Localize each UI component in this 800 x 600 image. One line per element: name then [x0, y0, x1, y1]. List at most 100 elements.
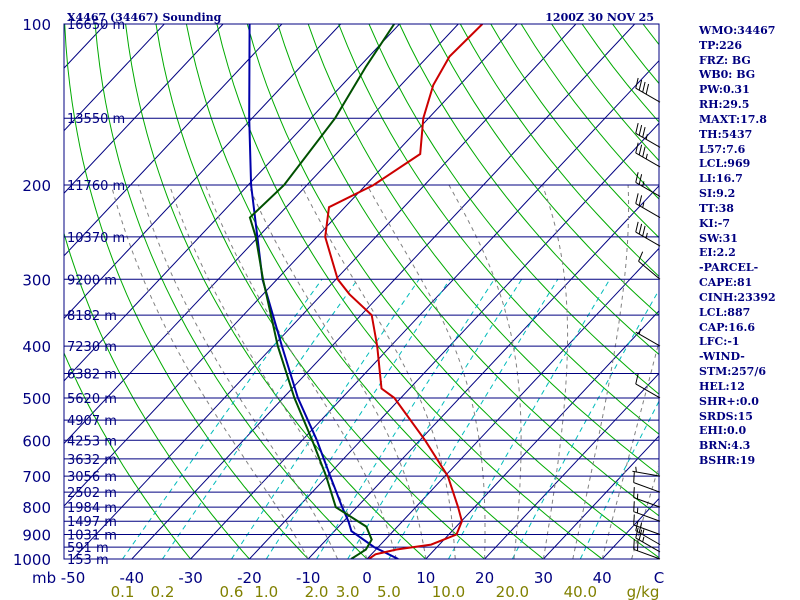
stats-panel: WMO:34467 TP:226 FRZ: BG WB0: BG PW:0.31 RH:2… — [699, 24, 776, 469]
height-label: 6382 m — [67, 367, 117, 382]
wind-barb-shaft — [635, 231, 661, 247]
mixing-ratio-tick-label: 40.0 — [564, 583, 597, 600]
temperature-tick-label: -40 — [120, 569, 145, 587]
wind-barb-feather — [633, 501, 635, 512]
wind-barb — [635, 172, 661, 197]
wind-barb-shaft — [635, 152, 661, 168]
wind-barb-feather — [635, 142, 639, 154]
isotherm-line — [72, 24, 577, 559]
isotherm-line — [64, 24, 283, 257]
wind-barb-shaft — [632, 470, 661, 477]
wind-barb-shaft — [635, 530, 661, 546]
wind-barb-shaft — [633, 511, 661, 522]
wind-barb-feather — [645, 153, 648, 160]
wind-barb — [635, 328, 661, 347]
mixing-ratio-unit-label: g/kg — [627, 583, 660, 600]
mixing-ratio-tick-label: 2.0 — [305, 583, 329, 600]
mixing-ratio-tick-label: 3.0 — [336, 583, 360, 600]
wind-barb-feather — [642, 225, 646, 237]
stat-item: CINH:23392 — [699, 290, 776, 304]
height-label: 3632 m — [67, 453, 117, 468]
isotherm-line — [64, 24, 400, 382]
wind-barb — [633, 487, 661, 508]
stat-item: SW:31 — [699, 231, 738, 245]
height-label: 10370 m — [67, 231, 125, 246]
wind-barb-feather — [638, 251, 644, 262]
chart-title: X4467 (34467) Sounding — [67, 11, 222, 24]
wind-barb — [635, 221, 661, 247]
stat-item: STM:257/6 — [699, 365, 766, 379]
isotherm-line — [64, 24, 165, 132]
isotherm-line — [190, 59, 659, 559]
height-label: 8182 m — [67, 309, 117, 324]
stat-item: EHI:0.0 — [699, 424, 747, 438]
moist-adiabat-line — [448, 184, 522, 559]
wind-barb-feather — [645, 134, 648, 140]
wind-barb-feather — [642, 146, 646, 158]
pressure-unit-label: mb — [32, 569, 56, 587]
wind-barb-feather — [638, 195, 643, 206]
pressure-tick-label: 300 — [22, 271, 51, 289]
pressure-tick-label: 1000 — [13, 551, 51, 569]
wind-barb-feather — [635, 193, 639, 204]
stat-item: -PARCEL- — [699, 261, 759, 275]
parcel-trace — [248, 24, 399, 559]
wind-barb-shaft — [635, 132, 661, 148]
moist-adiabat-line — [110, 184, 309, 559]
wind-barb — [635, 520, 661, 546]
stat-item: CAPE:81 — [699, 276, 753, 290]
wind-barb-shaft — [635, 331, 661, 347]
stat-item: PW:0.31 — [699, 83, 750, 97]
wind-barb — [635, 373, 661, 399]
stat-item: LCL:887 — [699, 305, 751, 319]
height-label: 1031 m — [67, 529, 117, 544]
wind-barb-feather — [638, 174, 643, 185]
height-label: 2502 m — [67, 486, 117, 501]
stat-item: TT:38 — [699, 201, 734, 215]
isotherm-line — [64, 24, 459, 445]
wind-barb — [635, 77, 661, 103]
dry-adiabat-line — [246, 24, 659, 559]
pressure-tick-label: 700 — [22, 468, 51, 486]
isotherm-line — [64, 24, 224, 194]
temperature-tick-label: 40 — [593, 569, 612, 587]
chart-date: 1200Z 30 NOV 25 — [545, 11, 654, 24]
height-label: 591 m — [67, 541, 109, 556]
temperature-tick-label: 20 — [475, 569, 494, 587]
wind-barb-feather — [642, 202, 645, 208]
wind-barb-feather — [642, 181, 645, 187]
temperature-tick-label: 0 — [362, 569, 372, 587]
isobar-layer — [64, 23, 659, 560]
stat-item: SI:9.2 — [699, 187, 736, 201]
stat-item: KI:-7 — [699, 216, 730, 230]
stat-item: MAXT:17.8 — [699, 112, 767, 126]
temperature-unit-label: C — [654, 569, 664, 587]
pressure-tick-label: 800 — [22, 499, 51, 517]
height-label: 153 m — [67, 553, 109, 568]
plot-frame — [63, 23, 660, 560]
profile-layer — [248, 24, 484, 559]
wind-barb-shaft — [635, 203, 661, 218]
wind-barb — [635, 142, 661, 168]
stat-item: LFC:-1 — [699, 335, 740, 349]
height-label: 7230 m — [67, 340, 117, 355]
temperature-tick-label: 10 — [416, 569, 435, 587]
stat-item: L57:7.6 — [699, 142, 746, 156]
wind-barb-feather — [642, 81, 646, 93]
pressure-tick-label: 600 — [22, 432, 51, 450]
wind-barb-feather — [636, 540, 639, 551]
isotherm-line — [131, 24, 636, 559]
wind-barb-feather — [635, 172, 639, 183]
wind-barb-feather — [635, 123, 639, 134]
isotherm-line — [425, 310, 659, 559]
pressure-tick-label: 200 — [22, 177, 51, 195]
height-label: 5620 m — [67, 392, 117, 407]
wind-barb-feather — [638, 144, 643, 156]
wind-barb — [635, 527, 661, 553]
wind-barb-feather — [633, 472, 635, 483]
wind-barb-feather — [642, 127, 646, 138]
height-label: 11760 m — [67, 179, 125, 194]
mixing-ratio-tick-label: 0.6 — [220, 583, 244, 600]
wind-barb — [633, 501, 661, 522]
